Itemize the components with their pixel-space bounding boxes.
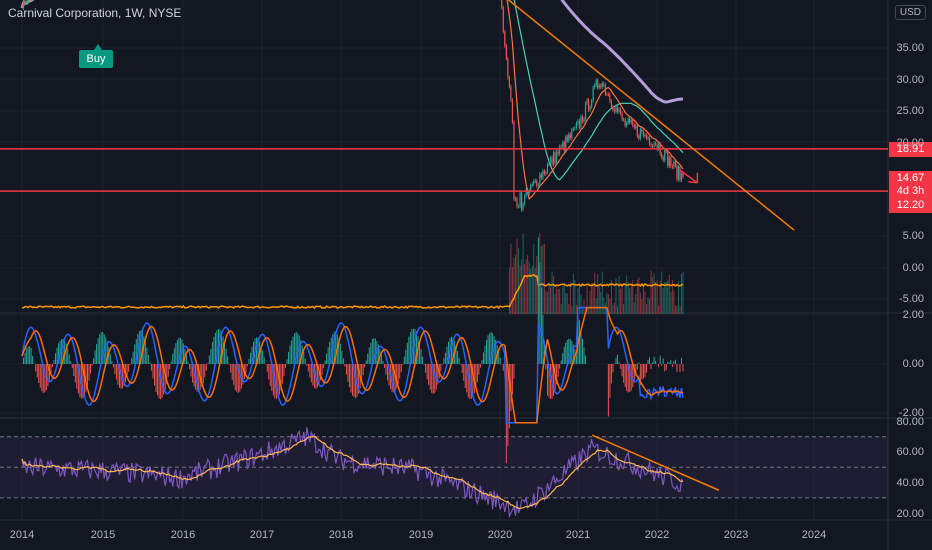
macd-axis-label: 2.00 <box>902 309 924 321</box>
time-axis-label: 2016 <box>170 529 196 541</box>
time-axis-label: 2015 <box>90 529 116 541</box>
countdown-tag: 4d 3h <box>889 185 932 198</box>
ma-purple-line <box>20 0 684 104</box>
rsi-axis-label: 20.00 <box>896 508 924 520</box>
arrow-annotation[interactable] <box>678 169 699 184</box>
time-axis-label: 2024 <box>801 529 827 541</box>
time-axis-label: 2019 <box>408 529 434 541</box>
ma-orange-line <box>21 0 684 200</box>
lower-level-tag: 12.20 <box>889 198 932 213</box>
time-axis-label: 2023 <box>723 529 749 541</box>
volume-axis-label: 0.00 <box>902 262 924 274</box>
currency-button[interactable]: USD <box>894 5 926 20</box>
signal-line <box>21 306 684 424</box>
last-price-tag: 14.67 <box>889 171 932 186</box>
volume-panel <box>21 233 684 314</box>
macd-panel <box>21 237 684 464</box>
buy-signal-label: Buy <box>79 44 113 68</box>
macd-line <box>21 306 684 424</box>
time-axis-label: 2022 <box>644 529 670 541</box>
price-panel[interactable] <box>0 0 888 231</box>
time-axis-label: 2020 <box>487 529 513 541</box>
price-axis-label: 30.00 <box>896 74 924 86</box>
volume-axis-label: 5.00 <box>902 230 924 242</box>
rsi-axis-label: 40.00 <box>896 477 924 489</box>
time-axis-label: 2021 <box>565 529 591 541</box>
macd-axis-label: 0.00 <box>902 358 924 370</box>
ma-teal-line <box>21 0 684 181</box>
upper-level-tag: 18.91 <box>889 142 932 157</box>
time-axis-label: 2017 <box>249 529 275 541</box>
trendline[interactable] <box>497 0 795 231</box>
price-axis-label: 20.00 <box>896 137 924 149</box>
rsi-trendline <box>591 434 720 491</box>
time-axis-label: 2014 <box>9 529 35 541</box>
rsi-line <box>21 427 684 519</box>
volume-axis-label: -5.00 <box>898 293 924 305</box>
volume-oscillator-line <box>21 273 684 310</box>
macd-axis-label: -2.00 <box>898 407 924 419</box>
rsi-axis-label: 80.00 <box>896 416 924 428</box>
rsi-panel <box>0 427 888 519</box>
time-axis-label: 2018 <box>328 529 354 541</box>
chart-title: Carnival Corporation, 1W, NYSE <box>8 6 182 20</box>
candles <box>22 0 684 212</box>
price-axis-label: 25.00 <box>896 105 924 117</box>
rsi-ma-line <box>21 435 684 509</box>
rsi-axis-label: 60.00 <box>896 446 924 458</box>
price-axis-label: 35.00 <box>896 42 924 54</box>
